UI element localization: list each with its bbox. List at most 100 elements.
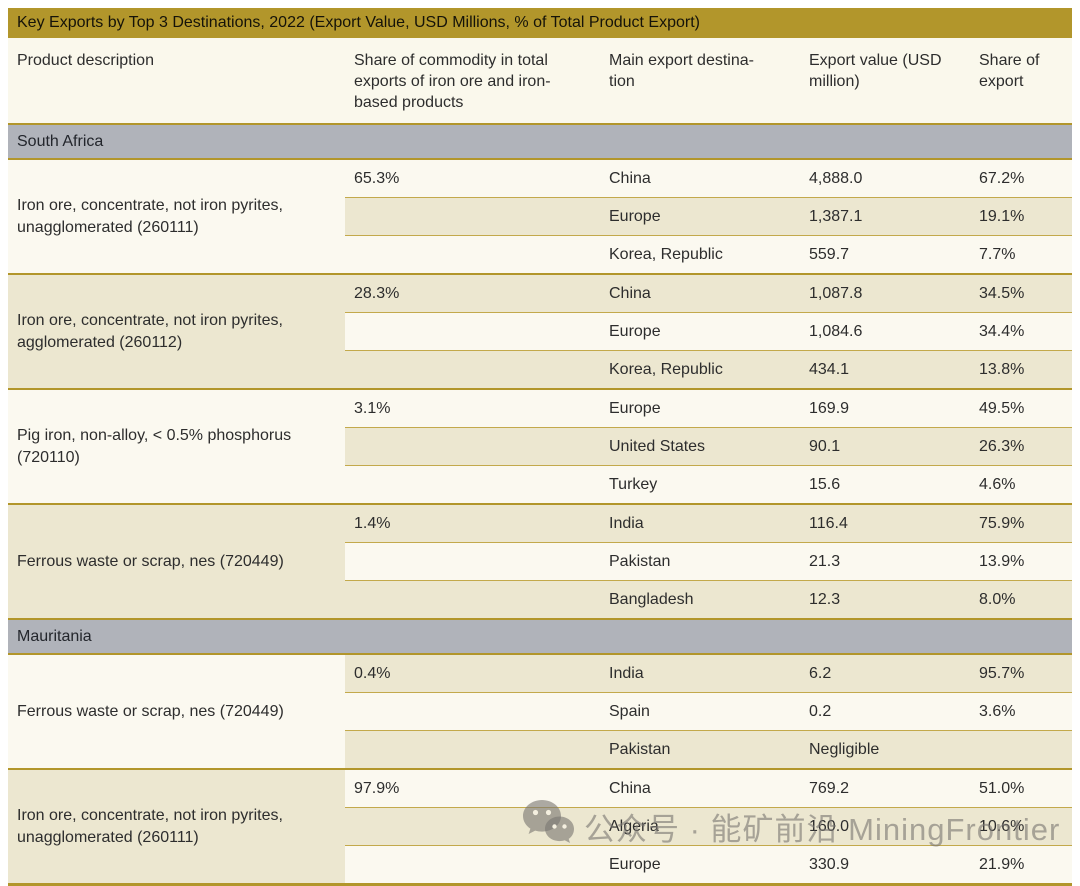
commodity-share-cell <box>345 807 600 846</box>
commodity-share-cell <box>345 235 600 274</box>
product-description-cell: Ferrous waste or scrap, nes (720449) <box>8 504 345 619</box>
export-value-cell: 90.1 <box>800 427 970 466</box>
commodity-share-cell <box>345 542 600 581</box>
commodity-share-cell <box>345 845 600 885</box>
commodity-share-cell: 0.4% <box>345 654 600 693</box>
table-row: Europe 1,387.1 19.1% <box>8 197 1073 236</box>
table-title: Key Exports by Top 3 Destinations, 2022 … <box>8 8 1073 38</box>
export-value-cell: 1,084.6 <box>800 312 970 351</box>
table-title-row: Key Exports by Top 3 Destinations, 2022 … <box>8 8 1073 38</box>
product-description-cell: Ferrous waste or scrap, nes (720449) <box>8 654 345 769</box>
section-header-label: South Africa <box>8 123 1073 160</box>
product-group: Iron ore, concentrate, not iron pyrites,… <box>8 159 1073 274</box>
table-row: United States 90.1 26.3% <box>8 427 1073 466</box>
product-description-cell: Iron ore, concentrate, not iron pyrites,… <box>8 159 345 274</box>
product-group: Iron ore, concentrate, not iron pyrites,… <box>8 769 1073 885</box>
destination-cell: Europe <box>600 197 800 236</box>
commodity-share-cell: 3.1% <box>345 389 600 428</box>
export-share-cell: 95.7% <box>970 654 1073 693</box>
commodity-share-cell <box>345 580 600 619</box>
export-share-cell: 10.6% <box>970 807 1073 846</box>
section-header-row: Mauritania <box>8 618 1073 655</box>
table-row: Iron ore, concentrate, not iron pyrites,… <box>8 769 1073 885</box>
destination-cell: Europe <box>600 845 800 885</box>
destination-cell: Turkey <box>600 465 800 504</box>
table-row: Pakistan Negligible <box>8 730 1073 769</box>
export-share-cell <box>970 730 1073 769</box>
product-description-cell: Pig iron, non-alloy, < 0.5% phosphorus (… <box>8 389 345 504</box>
export-share-cell: 51.0% <box>970 769 1073 808</box>
export-value-cell: 12.3 <box>800 580 970 619</box>
table-row: Iron ore, concentrate, not iron pyrites,… <box>8 274 1073 389</box>
table-row: Pig iron, non-alloy, < 0.5% phosphorus (… <box>8 389 1073 504</box>
destination-cell: China <box>600 159 800 198</box>
table-row: Turkey 15.6 4.6% <box>8 465 1073 504</box>
commodity-share-cell: 28.3% <box>345 274 600 313</box>
table-row: Pakistan 21.3 13.9% <box>8 542 1073 581</box>
commodity-share-cell <box>345 312 600 351</box>
export-value-cell: 1,087.8 <box>800 274 970 313</box>
export-share-cell: 13.8% <box>970 350 1073 389</box>
product-group: Pig iron, non-alloy, < 0.5% phosphorus (… <box>8 389 1073 504</box>
export-value-cell: 434.1 <box>800 350 970 389</box>
section-header-row: South Africa <box>8 123 1073 160</box>
export-value-cell: 1,387.1 <box>800 197 970 236</box>
destination-cell: Europe <box>600 389 800 428</box>
commodity-share-cell <box>345 692 600 731</box>
export-share-cell: 3.6% <box>970 692 1073 731</box>
column-header-row: Product description Share of commodity i… <box>8 38 1073 125</box>
destination-cell: Europe <box>600 312 800 351</box>
product-description-cell: Iron ore, concentrate, not iron pyrites,… <box>8 274 345 389</box>
export-share-cell: 8.0% <box>970 580 1073 619</box>
section-mauritania: Mauritania <box>8 618 1073 655</box>
col-header-export-value: Export value (USD million) <box>800 38 970 125</box>
export-value-cell: 15.6 <box>800 465 970 504</box>
commodity-share-cell <box>345 350 600 389</box>
destination-cell: Korea, Republic <box>600 235 800 274</box>
destination-cell: China <box>600 274 800 313</box>
destination-cell: Pakistan <box>600 542 800 581</box>
export-value-cell: 160.0 <box>800 807 970 846</box>
col-header-destination: Main export destina- tion <box>600 38 800 125</box>
destination-cell: Bangladesh <box>600 580 800 619</box>
product-group: Ferrous waste or scrap, nes (720449) 0.4… <box>8 654 1073 769</box>
col-header-export-share: Share of export <box>970 38 1073 125</box>
destination-cell: Algeria <box>600 807 800 846</box>
table-row: Bangladesh 12.3 8.0% <box>8 580 1073 619</box>
export-value-cell: 330.9 <box>800 845 970 885</box>
product-group: Ferrous waste or scrap, nes (720449) 1.4… <box>8 504 1073 619</box>
table-row: Iron ore, concentrate, not iron pyrites,… <box>8 159 1073 274</box>
export-value-cell: 559.7 <box>800 235 970 274</box>
destination-cell: China <box>600 769 800 808</box>
commodity-share-cell: 97.9% <box>345 769 600 808</box>
table-row: Ferrous waste or scrap, nes (720449) 1.4… <box>8 504 1073 619</box>
export-share-cell: 34.5% <box>970 274 1073 313</box>
commodity-share-cell: 1.4% <box>345 504 600 543</box>
export-share-cell: 7.7% <box>970 235 1073 274</box>
product-group: Iron ore, concentrate, not iron pyrites,… <box>8 274 1073 389</box>
commodity-share-cell: 65.3% <box>345 159 600 198</box>
export-share-cell: 26.3% <box>970 427 1073 466</box>
col-header-commodity-share: Share of commodity in total exports of i… <box>345 38 600 125</box>
export-value-cell: 769.2 <box>800 769 970 808</box>
destination-cell: Korea, Republic <box>600 350 800 389</box>
export-share-cell: 75.9% <box>970 504 1073 543</box>
export-share-cell: 21.9% <box>970 845 1073 885</box>
table-head: Key Exports by Top 3 Destinations, 2022 … <box>8 8 1073 125</box>
commodity-share-cell <box>345 465 600 504</box>
export-share-cell: 49.5% <box>970 389 1073 428</box>
section-header-label: Mauritania <box>8 618 1073 655</box>
commodity-share-cell <box>345 197 600 236</box>
table-row: Korea, Republic 434.1 13.8% <box>8 350 1073 389</box>
export-value-cell: 6.2 <box>800 654 970 693</box>
export-share-cell: 13.9% <box>970 542 1073 581</box>
export-share-cell: 67.2% <box>970 159 1073 198</box>
table-row: Korea, Republic 559.7 7.7% <box>8 235 1073 274</box>
commodity-share-cell <box>345 730 600 769</box>
export-share-cell: 19.1% <box>970 197 1073 236</box>
commodity-share-cell <box>345 427 600 466</box>
table-row: Spain 0.2 3.6% <box>8 692 1073 731</box>
table-row: Ferrous waste or scrap, nes (720449) 0.4… <box>8 654 1073 769</box>
exports-table: Key Exports by Top 3 Destinations, 2022 … <box>8 8 1073 886</box>
section-south-africa: South Africa <box>8 123 1073 160</box>
